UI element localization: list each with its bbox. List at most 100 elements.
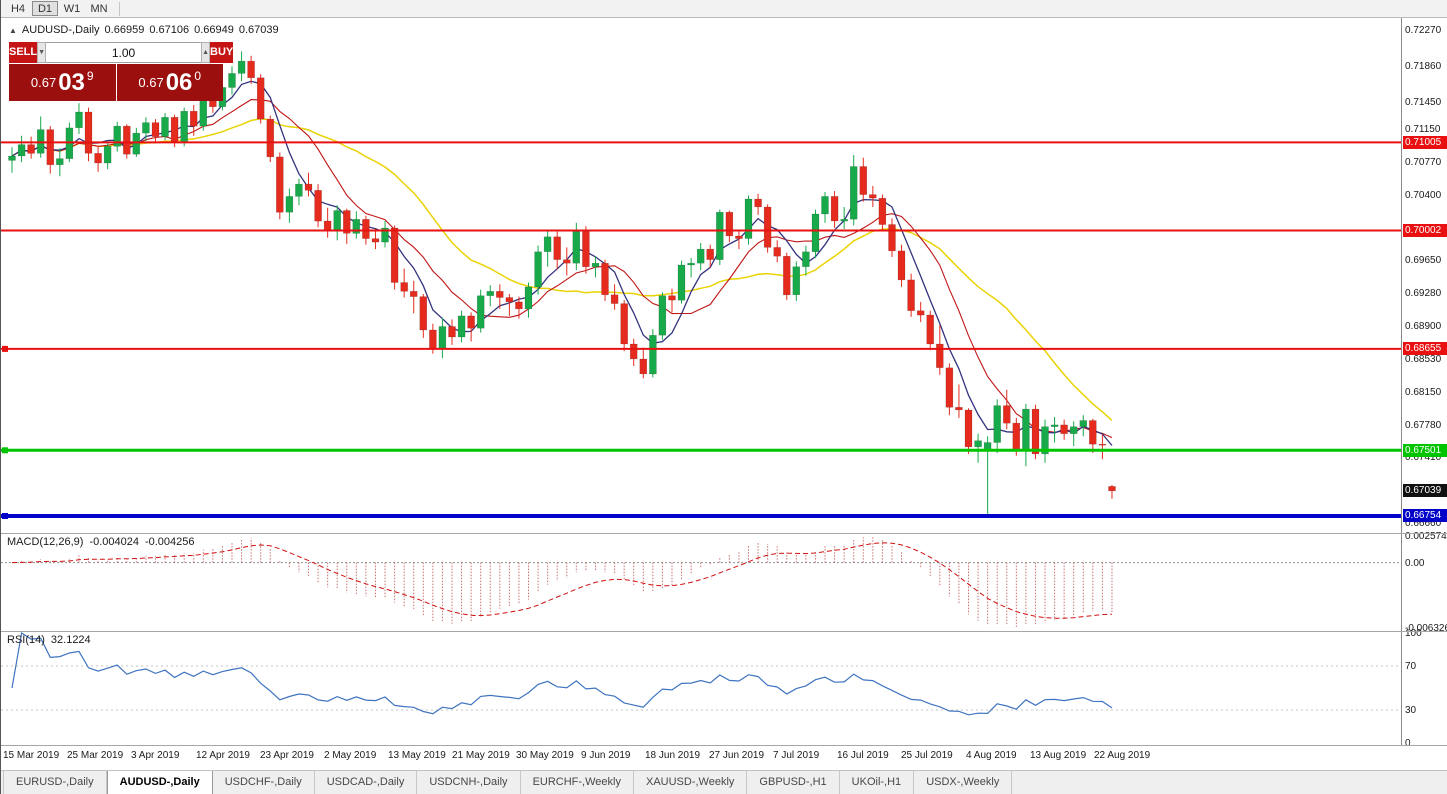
rsi-scale-label: 0	[1405, 738, 1411, 749]
buy-price-button[interactable]: 0.67 06 0	[116, 64, 223, 101]
date-axis-label: 21 May 2019	[452, 750, 510, 761]
bar-open: 0.66959	[104, 24, 145, 36]
period-button-w1[interactable]: W1	[63, 3, 81, 15]
date-axis-label: 16 Jul 2019	[837, 750, 889, 761]
volume-input[interactable]	[46, 42, 202, 63]
rsi-scale-label: 70	[1405, 661, 1417, 672]
date-axis-label: 27 Jun 2019	[709, 750, 765, 761]
buy-price-base: 0.67	[138, 75, 164, 90]
macd-scale-label: 0.00	[1405, 558, 1425, 569]
price-axis-label: 0.69650	[1405, 255, 1442, 266]
time-axis[interactable]: 15 Mar 2019 25 Mar 2019 3 Apr 2019 12 Apr 2…	[1, 746, 1401, 770]
chart-tab-usdcaddaily[interactable]: USDCAD-,Daily	[315, 771, 418, 794]
period-button-h4[interactable]: H4	[10, 3, 26, 15]
date-axis-label: 7 Jul 2019	[773, 750, 820, 761]
price-line-label: 0.66754	[1403, 509, 1447, 522]
period-button-mn[interactable]: MN	[90, 3, 108, 15]
price-line-label: 0.71005	[1403, 136, 1447, 149]
chart-tab-eurusddaily[interactable]: EURUSD-,Daily	[3, 771, 107, 794]
price-axis-label: 0.71150	[1405, 124, 1441, 135]
sell-price-button[interactable]: 0.67 03 9	[9, 64, 116, 101]
price-axis-label: 0.72270	[1405, 25, 1442, 36]
date-axis-label: 18 Jun 2019	[645, 750, 701, 761]
main-chart[interactable]	[1, 18, 1401, 533]
rsi-panel[interactable]	[1, 631, 1401, 745]
line-handle-0.68655[interactable]	[2, 345, 8, 352]
sell-price-base: 0.67	[30, 75, 57, 90]
one-click-collapse-icon[interactable]: ▲	[9, 26, 17, 35]
macd-signal-line	[11, 542, 1113, 619]
price-axis-label: 0.67410	[1405, 452, 1442, 463]
date-axis-label: 25 Jul 2019	[901, 750, 953, 761]
panel-divider-rsi[interactable]	[1, 631, 1447, 632]
macd-histogram	[21, 537, 1113, 627]
chart-tab-eurchfweekly[interactable]: EURCHF-,Weekly	[521, 771, 634, 794]
chart-tab-usdchfdaily[interactable]: USDCHF-,Daily	[213, 771, 315, 794]
date-axis-label: 13 May 2019	[388, 750, 446, 761]
chart-tab-gbpusdh1[interactable]: GBPUSD-,H1	[747, 771, 840, 794]
one-click-trading-panel: SELL ▼ ▲ BUY 0.67 03 9 0.67 06 0	[9, 42, 234, 101]
macd-label: MACD(12,26,9)	[7, 536, 84, 548]
macd-panel[interactable]	[1, 533, 1401, 631]
line-handle-0.66754[interactable]	[2, 513, 8, 519]
rsi-scale-label: 30	[1405, 705, 1417, 716]
periods-toolbar: H4 D1 W1 MN	[1, 0, 1447, 18]
rsi-label: RSI(14)	[7, 634, 45, 646]
line-handle-0.67501[interactable]	[2, 447, 8, 454]
sell-price-sup: 9	[86, 69, 94, 83]
chart-tabs: EURUSD-,Daily AUDUSD-,Daily USDCHF-,Daily U…	[1, 770, 1447, 794]
buy-button[interactable]: BUY	[210, 42, 234, 63]
date-axis-label: 4 Aug 2019	[966, 750, 1017, 761]
chart-ohlc-header: ▲ AUDUSD-,Daily 0.66959 0.67106 0.66949 0.670…	[9, 24, 284, 36]
price-axis-label: 0.70400	[1405, 190, 1442, 201]
macd-header: MACD(12,26,9) -0.004024 -0.004256	[7, 536, 201, 548]
price-line-label: 0.68655	[1403, 342, 1447, 355]
rsi-line	[11, 632, 1113, 716]
period-button-d1[interactable]: D1	[32, 1, 58, 16]
chart-tab-audusddaily[interactable]: AUDUSD-,Daily	[106, 771, 213, 794]
macd-scale-label: -0.006326	[1405, 623, 1447, 634]
price-axis-label: 0.70770	[1405, 157, 1442, 168]
volume-increase-button[interactable]: ▲	[201, 42, 210, 63]
price-axis-label: 0.68900	[1405, 321, 1442, 332]
price-line-label: 0.67501	[1403, 444, 1447, 457]
date-axis-label: 15 Mar 2019	[3, 750, 60, 761]
panel-divider-macd[interactable]	[1, 533, 1447, 534]
symbol-label: AUDUSD-,Daily	[21, 24, 100, 36]
date-axis-label: 12 Apr 2019	[196, 750, 250, 761]
chart-tab-usdcnhdaily[interactable]: USDCNH-,Daily	[417, 771, 521, 794]
date-axis-label: 23 Apr 2019	[260, 750, 314, 761]
price-axis-label: 0.69280	[1405, 288, 1442, 299]
bar-close: 0.67039	[238, 24, 279, 36]
macd-scale-label: 0.002574	[1405, 531, 1447, 542]
date-axis-label: 30 May 2019	[516, 750, 574, 761]
sell-price-big: 03	[58, 68, 85, 96]
toolbar-separator	[119, 1, 120, 16]
date-axis-label: 3 Apr 2019	[131, 750, 180, 761]
chart-tab-ukoilh1[interactable]: UKOil-,H1	[840, 771, 915, 794]
buy-price-big: 06	[165, 68, 193, 96]
price-axis[interactable]: 0.72270 0.71860 0.71450 0.71150 0.70770 0.704…	[1402, 18, 1447, 749]
price-axis-label: 0.68150	[1405, 387, 1442, 398]
moving-average-mid	[11, 99, 1113, 439]
panel-divider-dates[interactable]	[1, 745, 1447, 746]
price-axis-label: 0.71860	[1405, 61, 1442, 72]
date-axis-label: 22 Aug 2019	[1094, 750, 1151, 761]
price-axis-label: 0.66660	[1405, 518, 1442, 529]
date-axis-label: 13 Aug 2019	[1030, 750, 1087, 761]
price-axis-separator	[1401, 18, 1402, 745]
sell-button[interactable]: SELL	[9, 42, 38, 63]
moving-average-slow	[11, 117, 1113, 421]
date-axis-label: 9 Jun 2019	[581, 750, 631, 761]
bar-low: 0.66949	[194, 24, 234, 36]
rsi-scale-label: 100	[1405, 628, 1422, 639]
macd-signal-value: -0.004256	[144, 536, 195, 548]
chart-tab-xauusdweekly[interactable]: XAUUSD-,Weekly	[634, 771, 748, 794]
price-axis-label: 0.71450	[1405, 97, 1442, 108]
volume-decrease-button[interactable]: ▼	[37, 42, 47, 63]
date-axis-label: 2 May 2019	[324, 750, 377, 761]
chart-tab-usdxweekly[interactable]: USDX-,Weekly	[914, 771, 1013, 794]
price-axis-label: 0.67780	[1405, 420, 1442, 431]
bar-high: 0.67106	[149, 24, 190, 36]
